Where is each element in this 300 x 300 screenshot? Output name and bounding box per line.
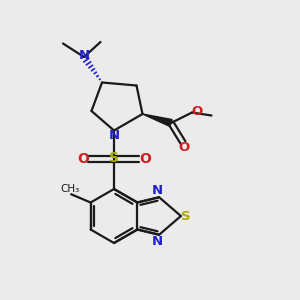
Text: CH₃: CH₃ — [60, 184, 79, 194]
Text: S: S — [182, 209, 191, 223]
Text: O: O — [178, 141, 189, 154]
Text: N: N — [79, 49, 90, 62]
Text: N: N — [152, 184, 163, 197]
Text: N: N — [152, 235, 163, 248]
Text: O: O — [192, 104, 203, 118]
Text: S: S — [109, 152, 119, 165]
Polygon shape — [142, 114, 172, 126]
Text: O: O — [77, 152, 89, 166]
Text: N: N — [108, 129, 120, 142]
Text: O: O — [139, 152, 151, 166]
